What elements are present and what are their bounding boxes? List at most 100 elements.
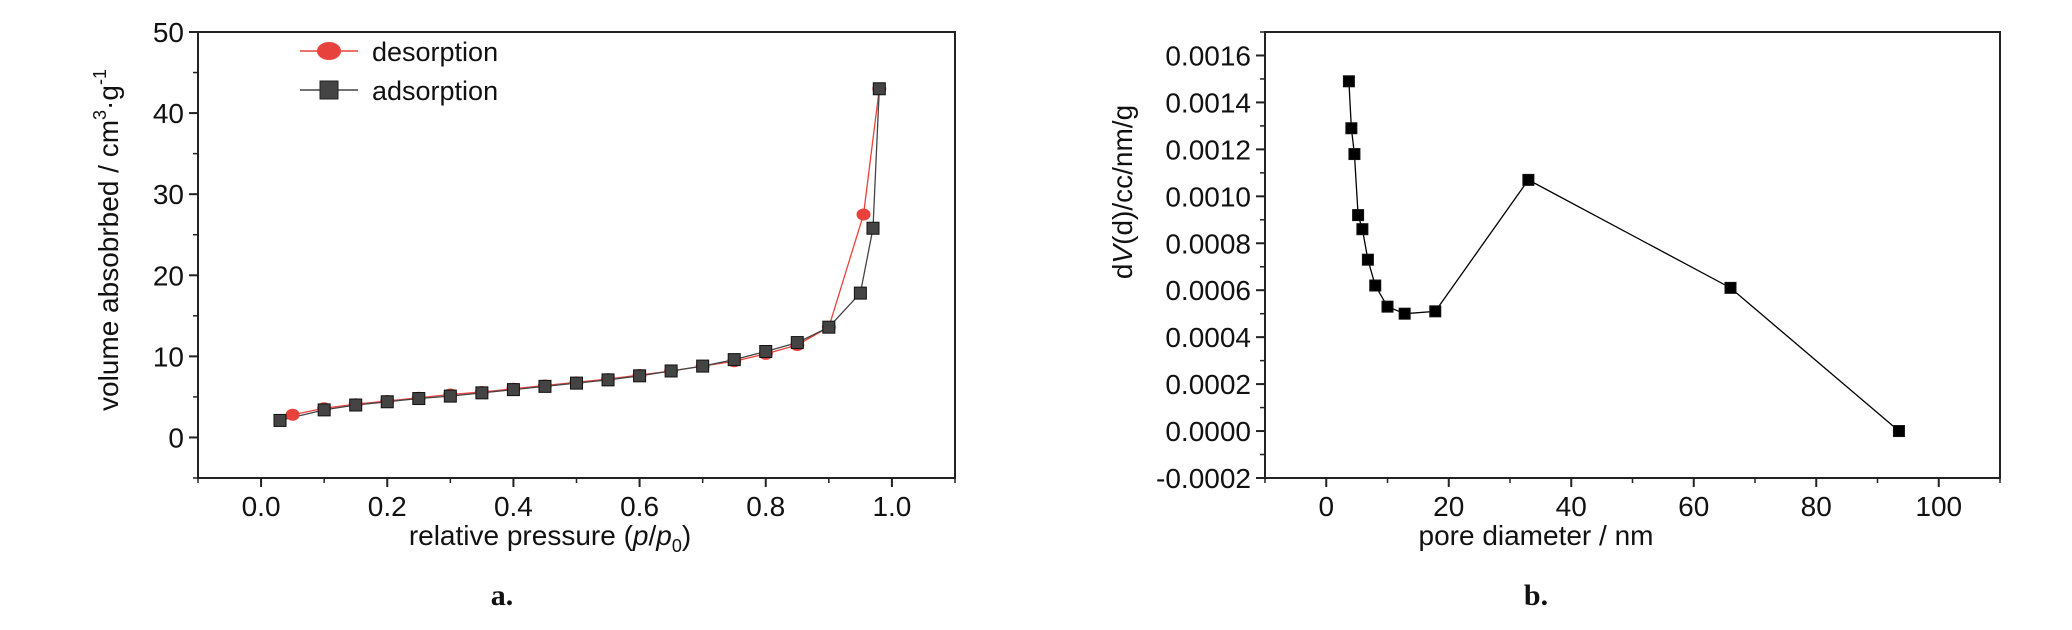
chart-b-y-title-pre: d (1107, 264, 1138, 280)
y-tick-label: 10 (153, 341, 184, 372)
data-point-adsorption (759, 344, 773, 358)
data-point-adsorption (664, 364, 678, 378)
y-tick-label: 20 (153, 260, 184, 291)
data-point-series-0 (1369, 279, 1382, 292)
y-tick-label: 50 (153, 17, 184, 48)
series-line-adsorption (279, 88, 880, 422)
chart-a-y-title-sup2: -1 (90, 69, 110, 85)
data-point-adsorption (633, 369, 647, 383)
y-tick-label: 0.0006 (1165, 275, 1251, 306)
legend-adsorption-marker (319, 80, 339, 100)
legend-desorption-marker (317, 42, 341, 60)
x-tick-label: 0.6 (620, 491, 659, 522)
data-point-adsorption (866, 221, 880, 235)
data-point-series-0 (1724, 281, 1737, 294)
data-point-series-0 (1892, 425, 1905, 438)
chart-a-x-title-p0: p (655, 520, 672, 551)
chart-b-x-axis-title: pore diameter / nm (1419, 520, 1654, 551)
series-line-desorption (292, 88, 880, 416)
data-point-adsorption (412, 392, 426, 406)
chart-b-y-axis-title: dV(d)/cc/nm/g (1107, 105, 1138, 279)
y-tick-label: 0.0002 (1165, 369, 1251, 400)
data-point-adsorption (601, 373, 615, 387)
x-tick-label: 0.4 (494, 491, 533, 522)
x-tick-label: 0.8 (746, 491, 785, 522)
chart-a-x-title-post: ) (682, 520, 691, 551)
data-point-series-0 (1361, 253, 1374, 266)
chart-b-panel-label: b. (1524, 579, 1548, 612)
y-tick-label: 0.0008 (1165, 228, 1251, 259)
x-tick-label: 100 (1915, 491, 1962, 522)
data-point-adsorption (853, 286, 867, 300)
y-tick-label: 0.0010 (1165, 181, 1251, 212)
data-point-series-0 (1381, 300, 1394, 313)
legend-adsorption-label: adsorption (372, 76, 498, 106)
y-tick-label: 0.0004 (1165, 322, 1251, 353)
y-tick-label: 30 (153, 179, 184, 210)
chart-b-y-title-post: (d)/cc/nm/g (1107, 105, 1138, 245)
x-tick-label: 0.0 (242, 491, 281, 522)
chart-a-x-title-p: p (632, 520, 649, 551)
y-tick-label: 0.0016 (1165, 40, 1251, 71)
chart-b-y-title-v: V (1107, 243, 1138, 264)
chart-a-legend: desorption adsorption (300, 37, 498, 106)
data-point-series-0 (1342, 75, 1355, 88)
x-tick-label: 1.0 (872, 491, 911, 522)
data-point-adsorption (380, 395, 394, 409)
data-point-adsorption (872, 82, 886, 96)
chart-a-x-axis: 0.0 0.2 0.4 0.6 0.8 1.0 (197, 478, 956, 522)
chart-a-y-title-sup1: 3 (90, 110, 110, 120)
legend-desorption-label: desorption (372, 37, 498, 67)
series-line-series-0 (1348, 81, 1900, 432)
chart-a-x-title-sub: 0 (672, 536, 682, 556)
y-tick-label: 0.0000 (1165, 416, 1251, 447)
data-point-adsorption (273, 413, 287, 427)
chart-b-plot-frame (1264, 31, 2001, 479)
chart-a-x-axis-title: relative pressure (p/p0) (409, 520, 691, 556)
chart-a-y-title-main: volume absobrbed / cm (93, 120, 124, 411)
chart-b-y-axis: -0.0002 0.0000 0.0002 0.0004 0.0006 0.0008 0.0… (1156, 31, 1265, 494)
y-tick-label: 0.0012 (1165, 134, 1251, 165)
chart-a-y-axis-title: volume absobrbed / cm3·g-1 (90, 69, 124, 411)
data-point-adsorption (790, 336, 804, 350)
x-tick-label: 60 (1678, 491, 1709, 522)
x-tick-label: 0 (1318, 491, 1334, 522)
data-point-adsorption (317, 403, 331, 417)
x-tick-label: 20 (1433, 491, 1464, 522)
data-point-series-0 (1348, 148, 1361, 161)
data-point-adsorption (538, 379, 552, 393)
data-point-series-0 (1356, 223, 1369, 236)
data-point-series-0 (1398, 307, 1411, 320)
data-point-adsorption (349, 398, 363, 412)
data-point-desorption (856, 208, 871, 221)
chart-a-y-title-g: ·g (93, 85, 124, 110)
data-point-series-0 (1429, 305, 1442, 318)
y-tick-label: 0 (168, 422, 184, 453)
data-point-adsorption (475, 386, 489, 400)
chart-a-x-title-pre: relative pressure ( (409, 520, 634, 551)
data-point-series-0 (1352, 209, 1365, 222)
data-point-adsorption (727, 353, 741, 367)
chart-a-y-axis: 0 10 20 30 40 50 (153, 17, 198, 479)
y-tick-label: -0.0002 (1156, 463, 1251, 494)
data-point-adsorption (443, 389, 457, 403)
data-point-adsorption (696, 359, 710, 373)
chart-a-panel-label: a. (491, 579, 514, 612)
data-point-adsorption (570, 376, 583, 390)
y-tick-label: 40 (153, 98, 184, 129)
chart-a-x-title-slash: / (648, 520, 656, 551)
chart-b: 0 20 40 60 80 100 -0.0002 0.0000 0.0002 0.0004 0.… (1107, 31, 2001, 612)
data-point-desorption (285, 408, 300, 421)
chart-b-series-layer (1342, 75, 1905, 438)
x-tick-label: 0.2 (368, 491, 407, 522)
y-tick-label: 0.0014 (1165, 87, 1251, 118)
data-point-adsorption (822, 320, 836, 334)
x-tick-label: 80 (1801, 491, 1832, 522)
data-point-adsorption (506, 383, 520, 397)
data-point-series-0 (1522, 173, 1535, 186)
data-point-series-0 (1345, 122, 1358, 135)
chart-a-series-layer (273, 82, 887, 427)
chart-b-x-axis: 0 20 40 60 80 100 (1264, 478, 2001, 522)
